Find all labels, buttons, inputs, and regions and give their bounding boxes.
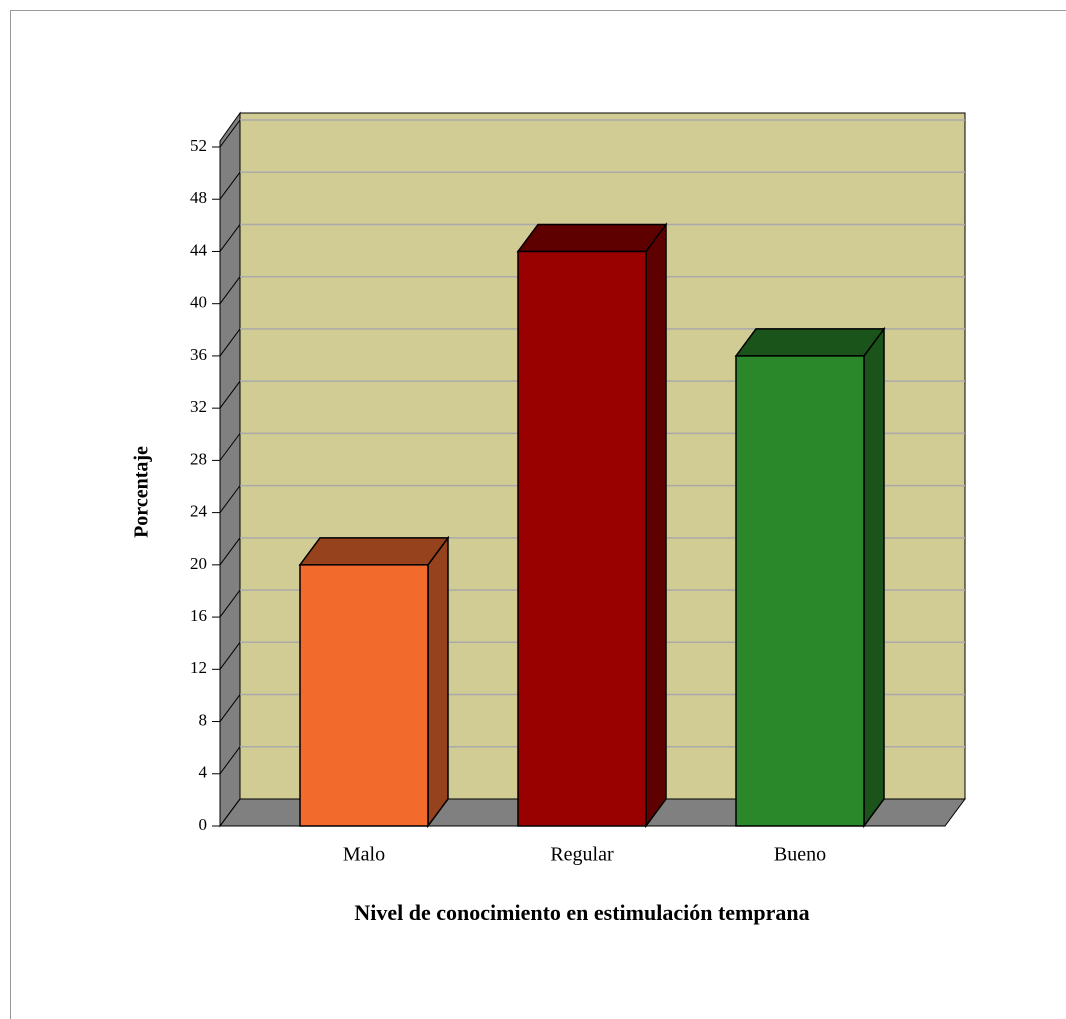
bar — [517, 250, 647, 827]
grid-line — [219, 798, 241, 827]
y-tick-label: 40 — [190, 293, 207, 312]
grid-line — [219, 746, 241, 775]
bar-side — [645, 222, 667, 829]
y-tick-label: 44 — [190, 240, 208, 259]
y-tick-label: 8 — [199, 710, 208, 729]
y-tick-label: 0 — [199, 815, 208, 834]
x-tick-label: Malo — [343, 844, 385, 866]
y-tick-label: 52 — [190, 136, 207, 155]
y-tick-label: 4 — [199, 763, 208, 782]
grid-line — [219, 537, 241, 566]
grid-line — [219, 380, 241, 409]
x-axis-label: Nivel de conocimiento en estimulación te… — [354, 900, 809, 925]
side-wall — [219, 111, 241, 828]
grid-line — [219, 224, 241, 252]
y-tick-label: 20 — [190, 554, 207, 573]
grid-line — [219, 589, 241, 618]
grid-line — [219, 694, 241, 722]
grid-line — [219, 642, 241, 670]
grid-line — [219, 276, 241, 304]
y-tick-label: 48 — [190, 188, 207, 207]
y-tick-label: 12 — [190, 658, 207, 677]
y-axis-label: Porcentaje — [131, 446, 153, 538]
y-tick-label: 16 — [190, 606, 207, 625]
bar-side — [427, 535, 449, 829]
y-tick-label: 36 — [190, 345, 207, 364]
bar — [299, 564, 429, 827]
grid-line — [219, 171, 241, 200]
bar-top — [298, 537, 450, 566]
y-tick-label: 24 — [190, 502, 208, 521]
grid-line — [219, 433, 241, 461]
y-tick-label: 28 — [190, 449, 207, 468]
x-tick-label: Bueno — [774, 844, 826, 866]
x-tick-label: Regular — [550, 844, 614, 866]
grid-line — [219, 328, 241, 357]
bar-top — [734, 328, 886, 357]
grid-line — [219, 485, 241, 513]
bar-side — [863, 326, 885, 829]
bar — [735, 355, 865, 827]
bar-top — [516, 223, 668, 253]
grid-line — [219, 119, 241, 148]
y-tick-label: 32 — [190, 397, 207, 416]
